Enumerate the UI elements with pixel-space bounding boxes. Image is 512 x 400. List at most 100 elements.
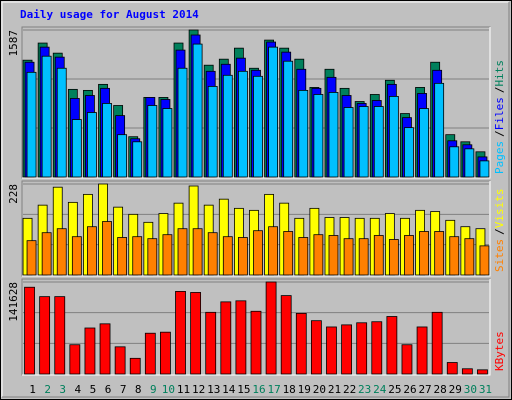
legend-entry: KBytes xyxy=(493,331,506,371)
bar xyxy=(388,239,399,276)
bar xyxy=(69,344,81,375)
x-tick-label: 13 xyxy=(207,383,220,396)
bar xyxy=(192,228,203,276)
bar xyxy=(24,286,35,375)
bar xyxy=(162,234,173,276)
x-tick-label: 18 xyxy=(283,383,296,396)
x-tick-label: 15 xyxy=(237,383,250,396)
x-tick-label: 7 xyxy=(120,383,127,396)
x-tick-label: 10 xyxy=(162,383,175,396)
legend-entry: Visits xyxy=(493,189,506,229)
bar xyxy=(147,238,158,276)
bar xyxy=(419,108,429,178)
bar xyxy=(162,108,173,178)
bar xyxy=(253,230,263,276)
bar xyxy=(479,245,490,276)
bar xyxy=(220,301,232,375)
bar xyxy=(102,103,112,178)
chart-title: Daily usage for August 2014 xyxy=(20,8,199,21)
legend-entry: Pages xyxy=(493,141,506,174)
bar xyxy=(160,331,171,375)
bar xyxy=(87,112,97,178)
bar xyxy=(310,320,322,375)
bar xyxy=(117,237,128,276)
bar xyxy=(404,127,414,178)
bar xyxy=(117,134,128,178)
bar xyxy=(477,369,488,375)
bar xyxy=(464,238,475,276)
bar xyxy=(102,221,112,276)
bar xyxy=(479,160,490,178)
x-tick-label: 21 xyxy=(328,383,341,396)
bar xyxy=(190,292,202,375)
legend: Pages/Files/Hits xyxy=(493,60,506,174)
bar xyxy=(26,240,37,276)
x-tick-label: 29 xyxy=(449,383,462,396)
bar xyxy=(84,327,96,375)
bar xyxy=(328,235,339,276)
bar xyxy=(177,228,188,276)
bar xyxy=(356,322,368,375)
x-tick-label: 25 xyxy=(388,383,401,396)
legend: Sites /Visits xyxy=(493,189,506,273)
x-tick-label: 8 xyxy=(135,383,142,396)
legend-entry: Sites xyxy=(493,239,506,272)
legend-separator: / xyxy=(493,228,506,235)
x-tick-label: 6 xyxy=(105,383,112,396)
legend-separator: / xyxy=(493,87,506,94)
legend-entry: Files xyxy=(493,97,506,130)
legend: KBytes xyxy=(493,331,506,371)
bevel xyxy=(22,181,491,277)
bar xyxy=(298,237,309,276)
bar xyxy=(373,106,384,178)
x-tick-label: 30 xyxy=(464,383,477,396)
legend-entry: Hits xyxy=(493,60,506,87)
y-tick-label: 141628 xyxy=(7,282,20,322)
x-tick-label: 17 xyxy=(267,383,280,396)
x-tick-label: 16 xyxy=(252,383,265,396)
bar xyxy=(129,357,141,375)
bar xyxy=(175,291,186,375)
bar xyxy=(238,237,248,276)
bar xyxy=(358,106,369,178)
x-tick-label: 28 xyxy=(434,383,447,396)
bar xyxy=(449,236,460,276)
x-tick-label: 1 xyxy=(29,383,36,396)
x-tick-label: 24 xyxy=(373,383,387,396)
bar xyxy=(71,119,82,178)
x-tick-label: 12 xyxy=(192,383,205,396)
bevel xyxy=(22,279,491,376)
bar xyxy=(328,92,339,178)
bar xyxy=(253,75,263,178)
bar xyxy=(114,346,126,375)
bar xyxy=(132,236,143,276)
bar xyxy=(99,323,111,375)
bevel xyxy=(22,27,491,179)
bar xyxy=(419,231,429,276)
x-tick-label: 5 xyxy=(90,383,97,396)
bar xyxy=(343,107,354,178)
bar xyxy=(416,326,428,375)
bar xyxy=(177,67,188,178)
bar xyxy=(41,55,52,178)
bar xyxy=(341,324,352,375)
x-tick-label: 20 xyxy=(313,383,326,396)
bar xyxy=(464,148,475,178)
bar xyxy=(283,60,294,178)
x-tick-label: 27 xyxy=(418,383,431,396)
x-tick-label: 3 xyxy=(59,383,66,396)
bar xyxy=(295,312,307,375)
bar xyxy=(132,141,143,178)
bar xyxy=(207,232,218,276)
x-tick-label: 14 xyxy=(222,383,236,396)
bar xyxy=(280,295,292,375)
bar xyxy=(54,296,66,375)
bar xyxy=(265,281,277,375)
x-tick-label: 23 xyxy=(358,383,371,396)
x-tick-label: 9 xyxy=(150,383,157,396)
x-tick-label: 22 xyxy=(343,383,356,396)
x-tick-label: 26 xyxy=(403,383,416,396)
bar xyxy=(386,316,398,375)
bar xyxy=(87,226,97,276)
x-tick-label: 4 xyxy=(75,383,82,396)
